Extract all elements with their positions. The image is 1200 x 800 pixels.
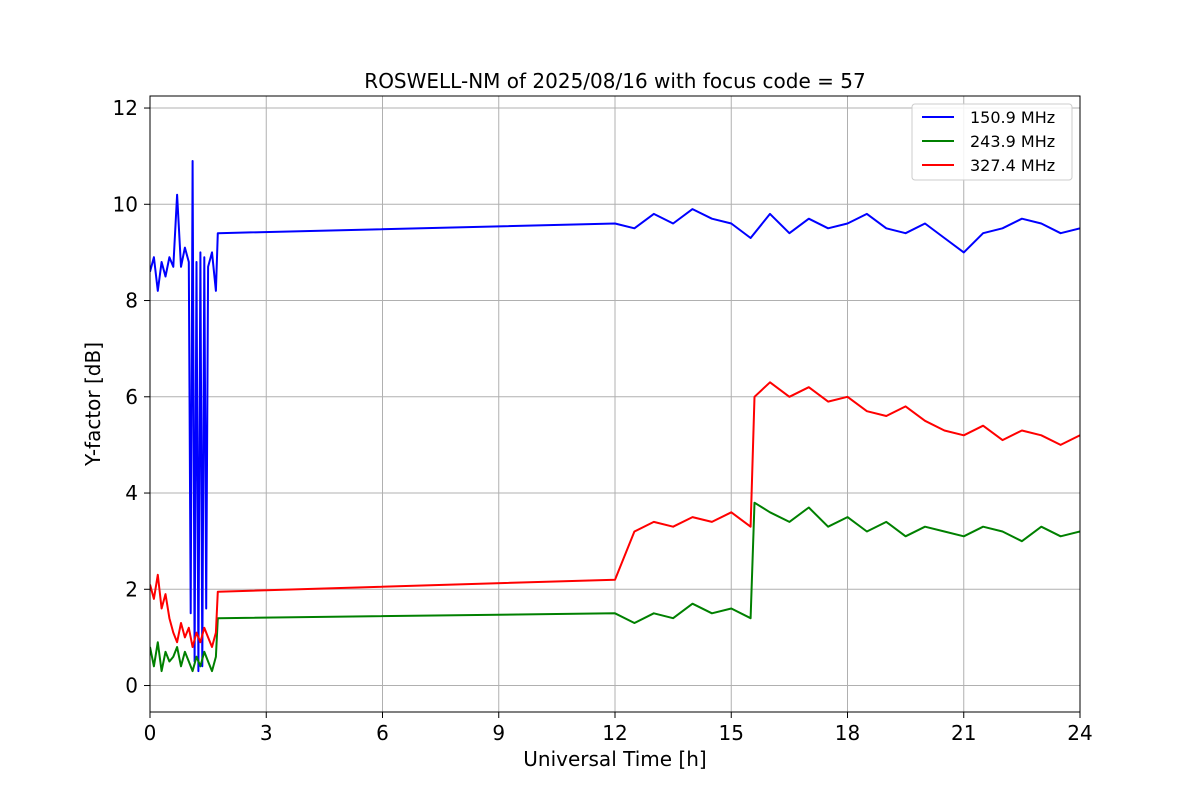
y-tick-label: 2 bbox=[125, 577, 138, 601]
x-tick-label: 0 bbox=[144, 721, 157, 745]
y-tick-label: 8 bbox=[125, 289, 138, 313]
y-tick-label: 10 bbox=[113, 192, 138, 216]
y-axis-label: Y-factor [dB] bbox=[81, 342, 105, 467]
series-line-327-4-mhz bbox=[150, 381, 1080, 648]
series-layer bbox=[150, 160, 1080, 673]
series-line-150-9-mhz bbox=[150, 160, 1080, 673]
legend-box bbox=[911, 103, 1073, 181]
x-tick-label: 6 bbox=[376, 721, 389, 745]
x-tick-label: 24 bbox=[1067, 721, 1092, 745]
x-tick-label: 15 bbox=[719, 721, 744, 745]
legend-label-150-9: 150.9 MHz bbox=[970, 108, 1055, 127]
x-tick-label: 21 bbox=[951, 721, 976, 745]
y-tick-label: 0 bbox=[125, 674, 138, 698]
x-axis-label: Universal Time [h] bbox=[523, 747, 706, 771]
y-tick-label: 4 bbox=[125, 481, 138, 505]
x-tick-label: 9 bbox=[492, 721, 505, 745]
x-tick-label: 18 bbox=[835, 721, 860, 745]
x-tick-label: 3 bbox=[260, 721, 273, 745]
legend-label-243-9: 243.9 MHz bbox=[970, 132, 1055, 151]
y-tick-label: 6 bbox=[125, 385, 138, 409]
chart-title: ROSWELL-NM of 2025/08/16 with focus code… bbox=[364, 69, 865, 93]
y-tick-label: 12 bbox=[113, 96, 138, 120]
series-line-243-9-mhz bbox=[150, 501, 1080, 673]
legend: 150.9 MHz 243.9 MHz 327.4 MHz bbox=[911, 103, 1073, 181]
x-tick-label: 12 bbox=[602, 721, 627, 745]
legend-label-327-4: 327.4 MHz bbox=[970, 156, 1055, 175]
